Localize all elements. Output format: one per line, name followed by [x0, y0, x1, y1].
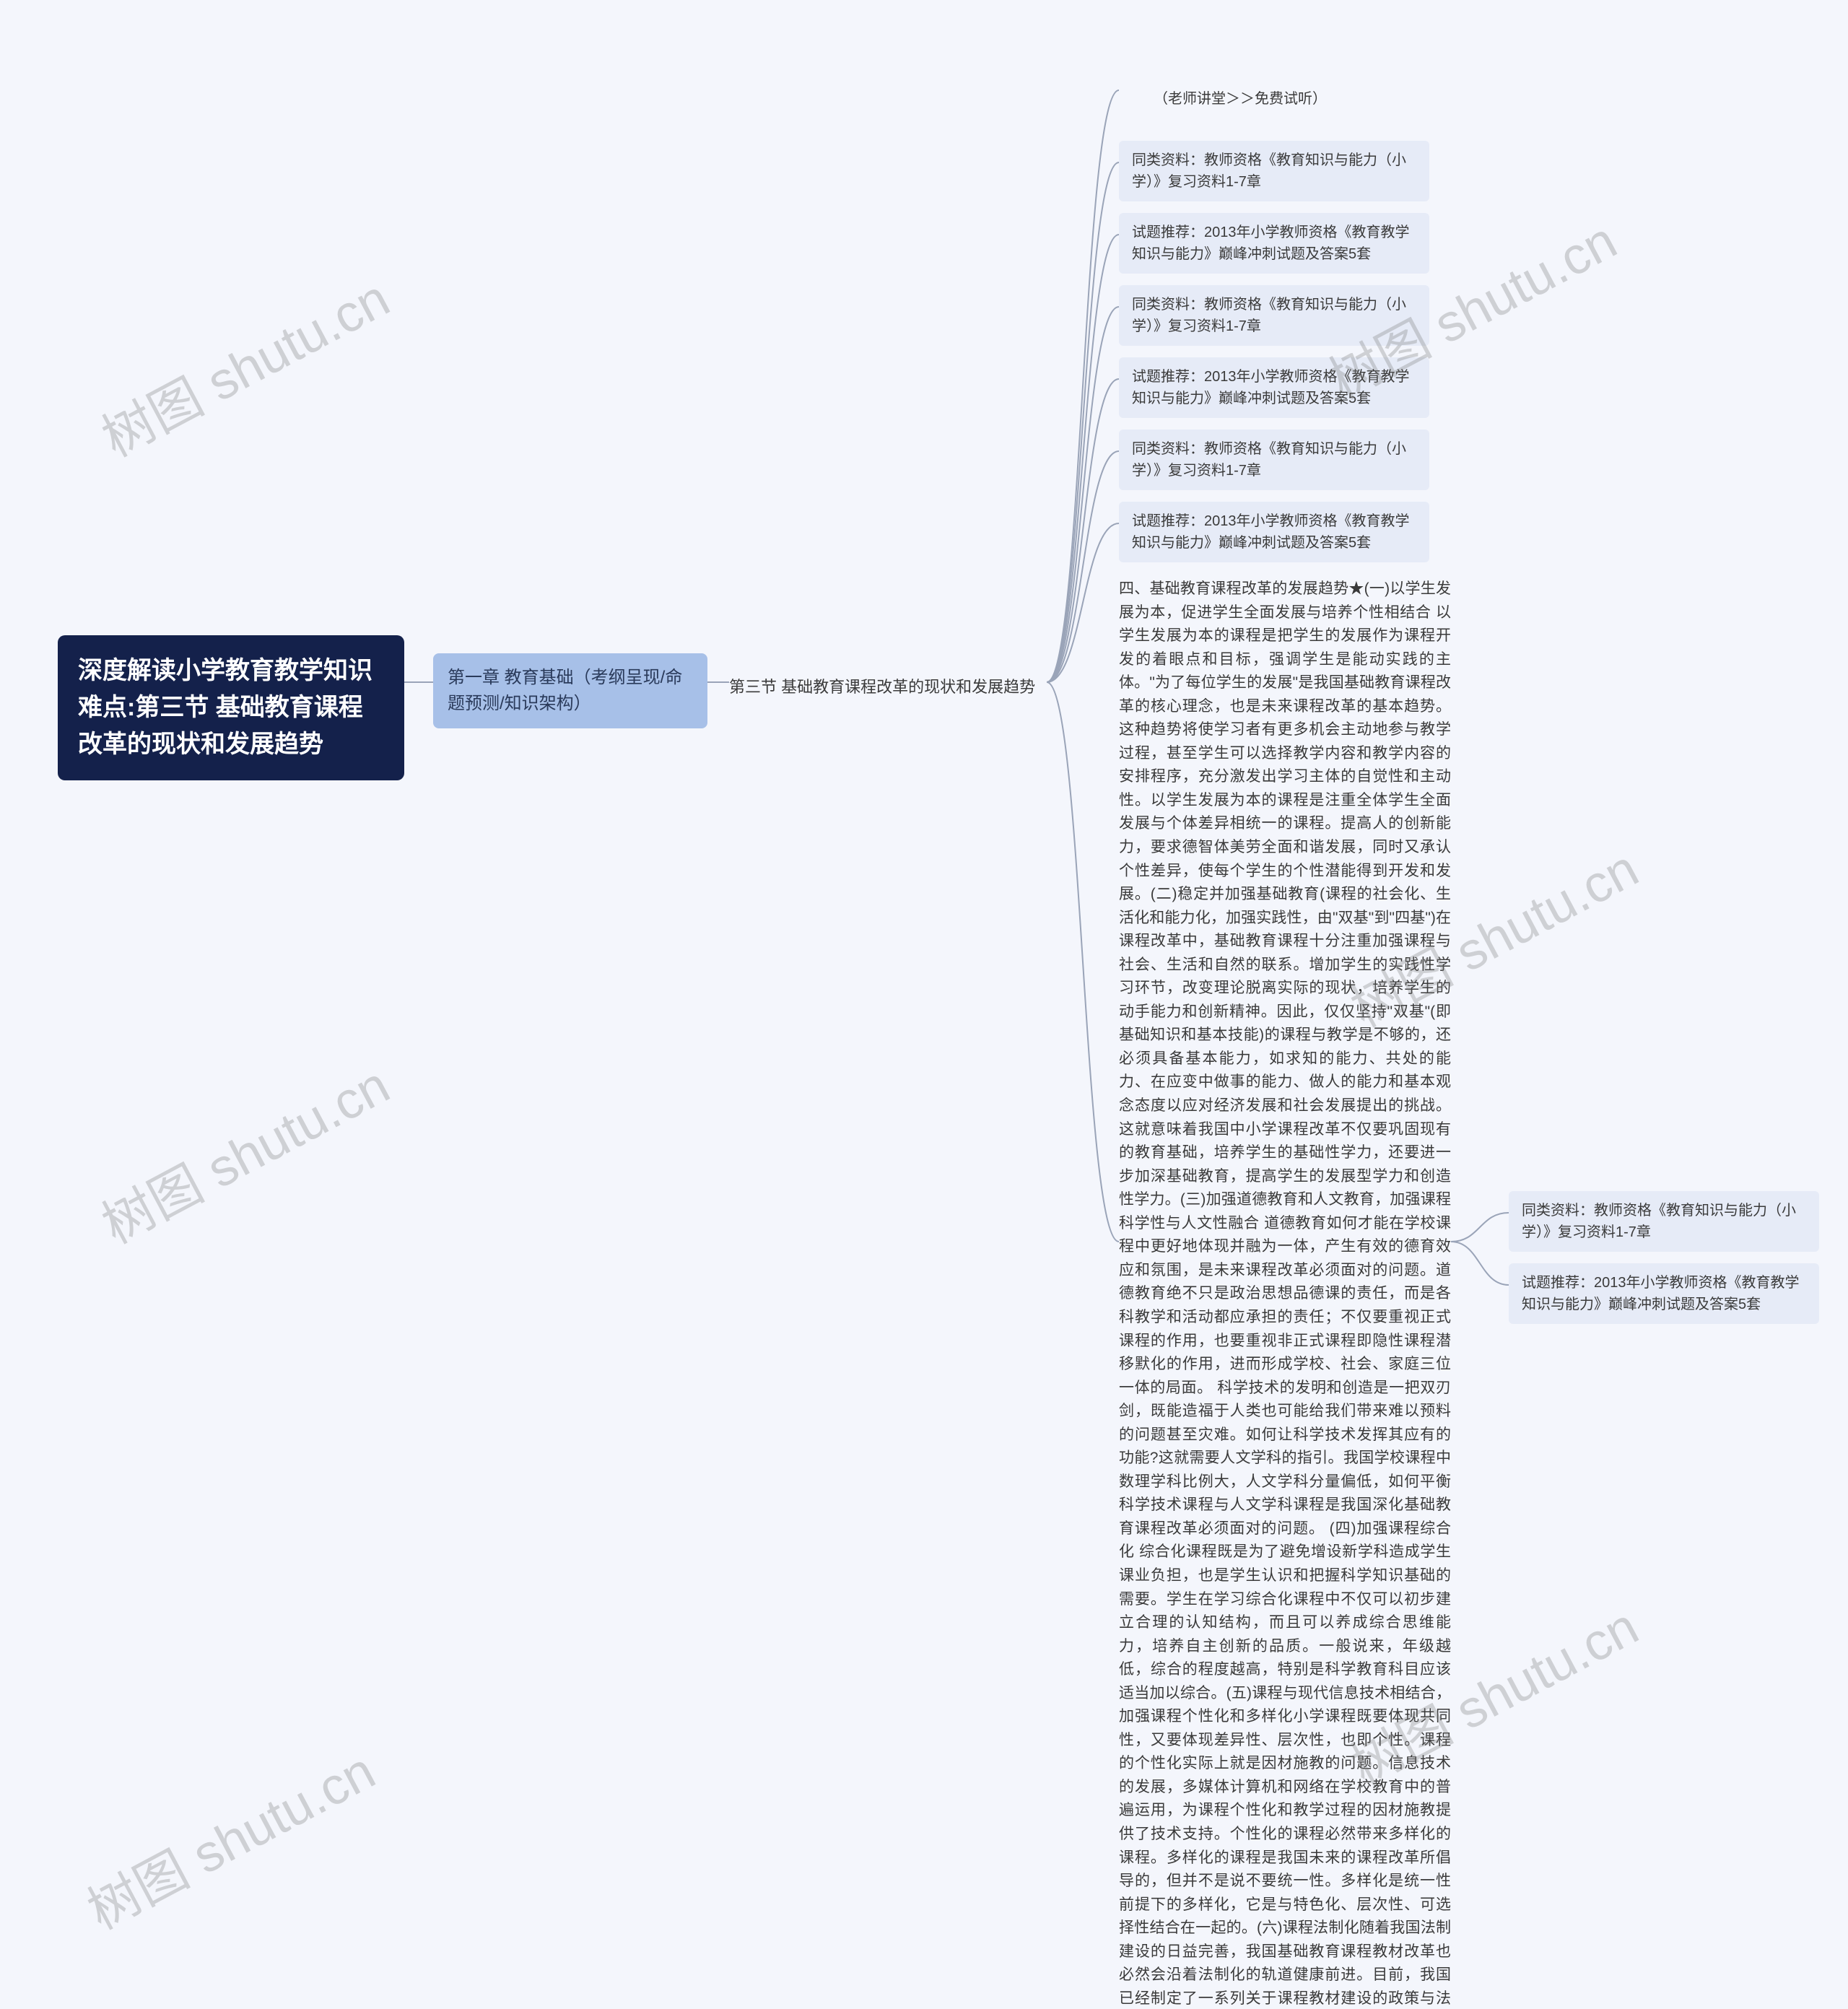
watermark: 树图 shutu.cn: [87, 1043, 400, 1258]
leaf-8-label: 试题推荐：2013年小学教师资格《教育教学知识与能力》巅峰冲刺试题及答案5套: [1522, 1275, 1800, 1312]
leaf-6-label: 试题推荐：2013年小学教师资格《教育教学知识与能力》巅峰冲刺试题及答案5套: [1132, 513, 1410, 551]
root-node[interactable]: 深度解读小学教育教学知识难点:第三节 基础教育课程改革的现状和发展趋势: [58, 635, 404, 780]
mindmap-canvas: 深度解读小学教育教学知识难点:第三节 基础教育课程改革的现状和发展趋势 第一章 …: [0, 0, 1848, 2009]
leaf-4-label: 试题推荐：2013年小学教师资格《教育教学知识与能力》巅峰冲刺试题及答案5套: [1132, 369, 1410, 406]
watermark: 树图 shutu.cn: [72, 1729, 385, 1943]
leaf-7[interactable]: 同类资料：教师资格《教育知识与能力（小学）》复习资料1-7章: [1509, 1191, 1819, 1252]
leaf-5[interactable]: 同类资料：教师资格《教育知识与能力（小学）》复习资料1-7章: [1119, 430, 1429, 490]
leaf-7-label: 同类资料：教师资格《教育知识与能力（小学）》复习资料1-7章: [1522, 1203, 1796, 1240]
leaf-4[interactable]: 试题推荐：2013年小学教师资格《教育教学知识与能力》巅峰冲刺试题及答案5套: [1119, 357, 1429, 418]
connector-layer: [0, 0, 1848, 2009]
leaf-8[interactable]: 试题推荐：2013年小学教师资格《教育教学知识与能力》巅峰冲刺试题及答案5套: [1509, 1263, 1819, 1324]
leaf-0[interactable]: （老师讲堂＞＞免费试听）: [1141, 79, 1340, 118]
body-node[interactable]: 四、基础教育课程改革的发展趋势★(一)以学生发展为本，促进学生全面发展与培养个性…: [1119, 578, 1451, 2009]
watermark: 树图 shutu.cn: [87, 256, 400, 471]
leaf-2[interactable]: 试题推荐：2013年小学教师资格《教育教学知识与能力》巅峰冲刺试题及答案5套: [1119, 213, 1429, 274]
level2-label: 第三节 基础教育课程改革的现状和发展趋势: [729, 678, 1035, 696]
level1-node[interactable]: 第一章 教育基础（考纲呈现/命题预测/知识架构）: [433, 653, 707, 728]
leaf-1[interactable]: 同类资料：教师资格《教育知识与能力（小学）》复习资料1-7章: [1119, 141, 1429, 201]
leaf-1-label: 同类资料：教师资格《教育知识与能力（小学）》复习资料1-7章: [1132, 152, 1406, 190]
level2-node[interactable]: 第三节 基础教育课程改革的现状和发展趋势: [729, 675, 1035, 699]
body-text: 四、基础教育课程改革的发展趋势★(一)以学生发展为本，促进学生全面发展与培养个性…: [1119, 580, 1451, 2009]
leaf-3[interactable]: 同类资料：教师资格《教育知识与能力（小学）》复习资料1-7章: [1119, 285, 1429, 346]
leaf-6[interactable]: 试题推荐：2013年小学教师资格《教育教学知识与能力》巅峰冲刺试题及答案5套: [1119, 502, 1429, 562]
leaf-3-label: 同类资料：教师资格《教育知识与能力（小学）》复习资料1-7章: [1132, 297, 1406, 334]
leaf-2-label: 试题推荐：2013年小学教师资格《教育教学知识与能力》巅峰冲刺试题及答案5套: [1132, 225, 1410, 262]
leaf-0-label: （老师讲堂＞＞免费试听）: [1154, 91, 1327, 107]
root-label: 深度解读小学教育教学知识难点:第三节 基础教育课程改革的现状和发展趋势: [78, 657, 372, 758]
leaf-5-label: 同类资料：教师资格《教育知识与能力（小学）》复习资料1-7章: [1132, 441, 1406, 479]
level1-label: 第一章 教育基础（考纲呈现/命题预测/知识架构）: [448, 668, 682, 713]
